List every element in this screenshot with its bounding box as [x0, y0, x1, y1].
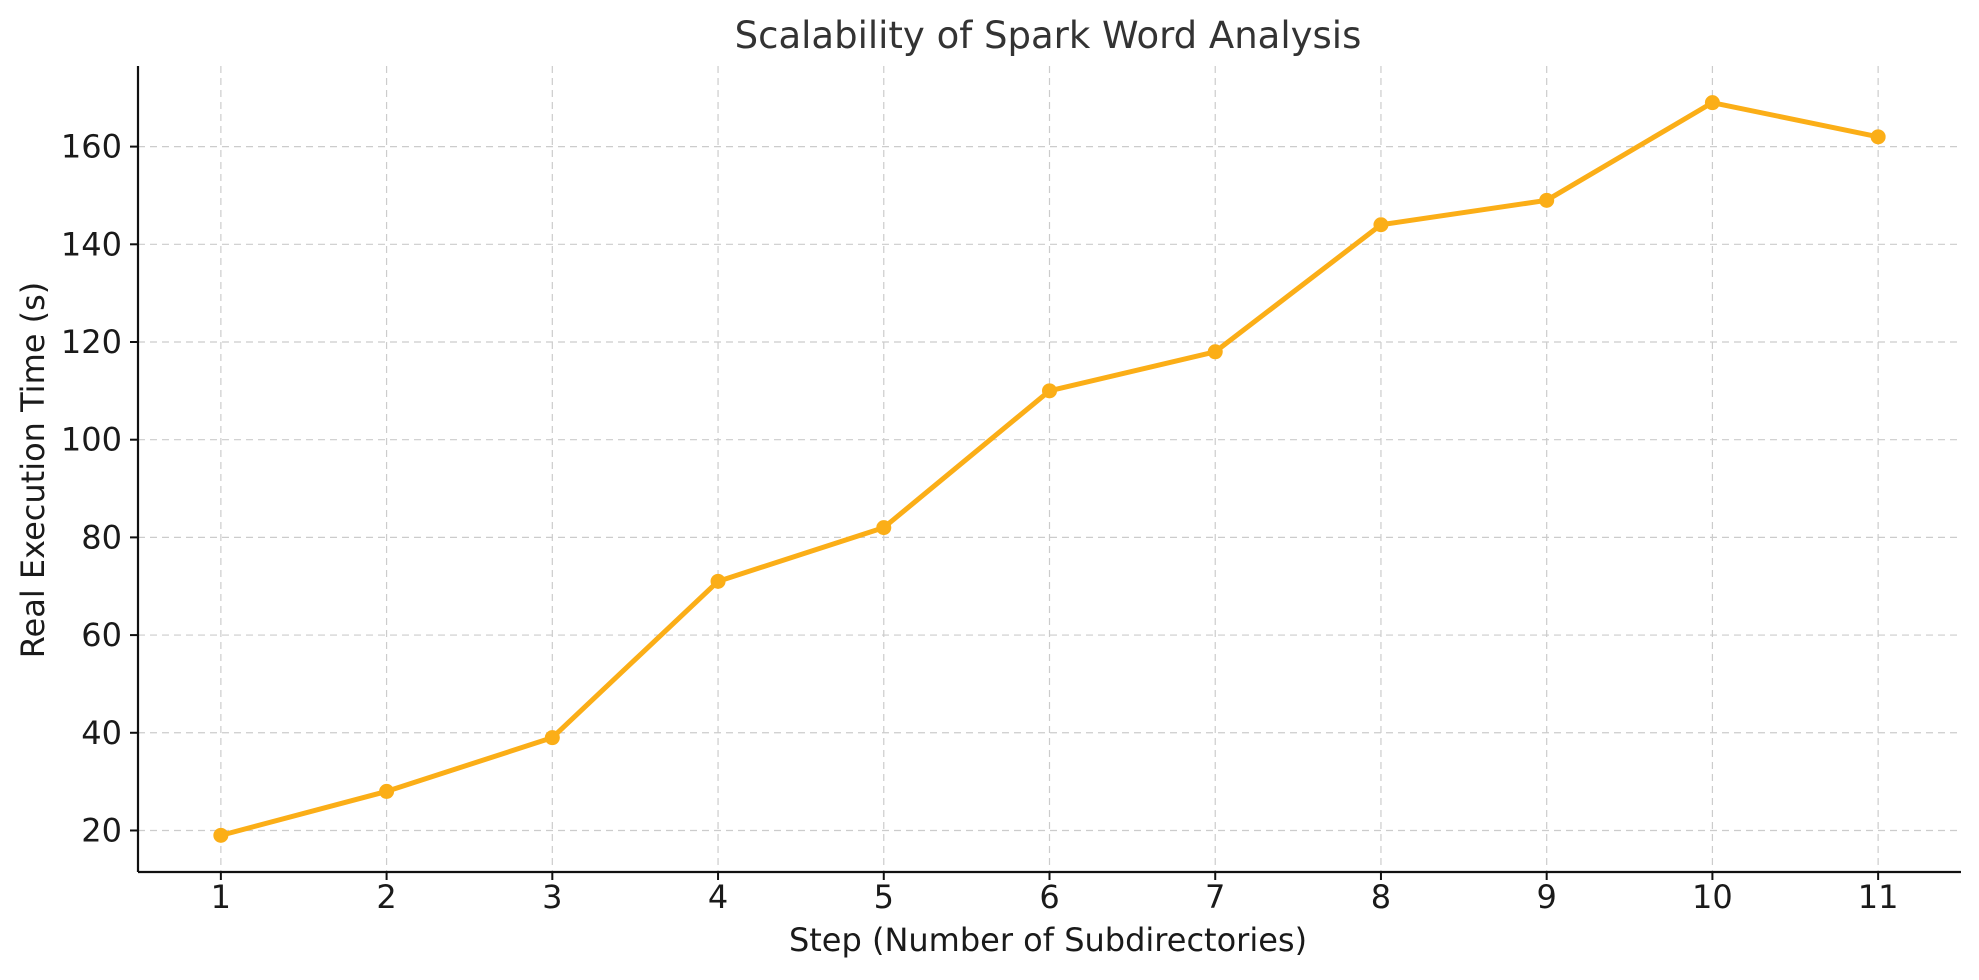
x-tick-label: 4 [708, 878, 728, 916]
x-tick-label: 10 [1692, 878, 1733, 916]
data-point [1207, 344, 1223, 360]
data-point [379, 783, 395, 799]
x-tick-label: 9 [1537, 878, 1557, 916]
tick-labels: 1 2 3 4 5 6 7 8 9 10 11 20 40 60 80 100 120 140 160 [61, 128, 1899, 916]
grid [138, 66, 1961, 872]
x-tick-label: 8 [1371, 878, 1391, 916]
data-point [544, 730, 560, 746]
x-tick-label: 7 [1205, 878, 1225, 916]
data-point [1373, 217, 1389, 233]
y-tick-label: 60 [81, 616, 122, 654]
x-tick-label: 2 [376, 878, 396, 916]
y-tick-label: 40 [81, 714, 122, 752]
axes [130, 66, 1961, 880]
y-tick-label: 120 [61, 323, 122, 361]
y-tick-label: 140 [61, 225, 122, 263]
data-point [1539, 192, 1555, 208]
series [213, 95, 1886, 843]
y-tick-label: 160 [61, 128, 122, 166]
data-point [213, 827, 229, 843]
x-tick-label: 6 [1039, 878, 1059, 916]
data-point [1870, 129, 1886, 145]
x-tick-label: 5 [874, 878, 894, 916]
chart-title: Scalability of Spark Word Analysis [735, 14, 1362, 57]
y-tick-label: 80 [81, 518, 122, 556]
x-axis-label: Step (Number of Subdirectories) [789, 921, 1307, 959]
x-tick-label: 3 [542, 878, 562, 916]
x-tick-label: 11 [1858, 878, 1899, 916]
y-tick-label: 20 [81, 811, 122, 849]
data-point [1042, 383, 1057, 399]
data-point [710, 573, 726, 589]
data-point [876, 520, 892, 536]
x-tick-label: 1 [211, 878, 231, 916]
data-point [1704, 95, 1720, 111]
y-tick-label: 100 [61, 421, 122, 459]
y-axis-label: Real Execution Time (s) [14, 282, 52, 658]
